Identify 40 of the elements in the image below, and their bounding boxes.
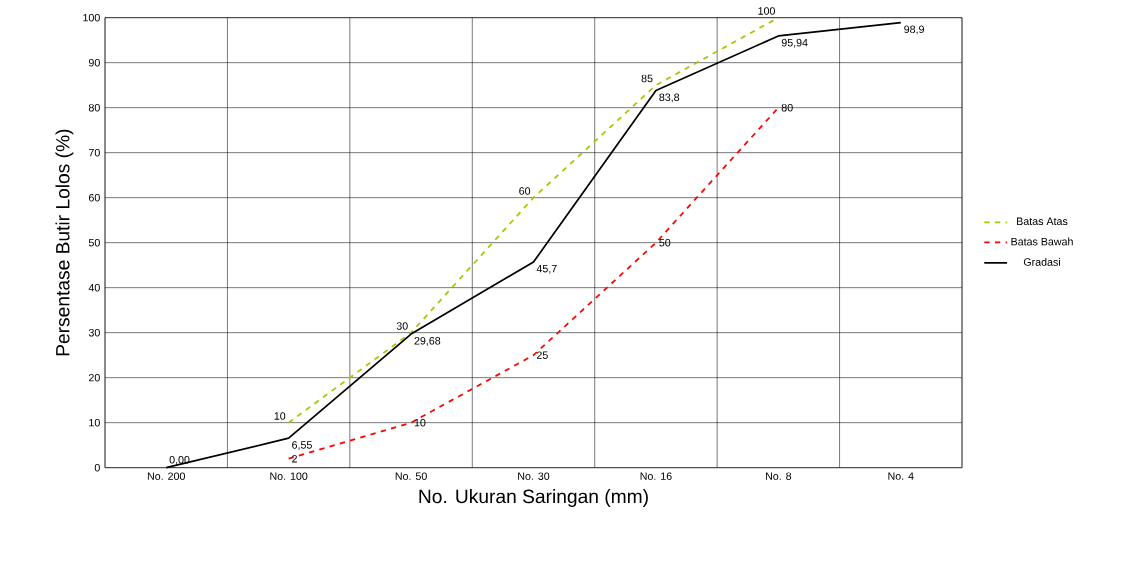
data-label: 10 [274,412,286,420]
data-label: 45,7 [536,264,557,274]
y-tick-label: 50 [88,238,100,247]
data-label: 85 [641,74,653,83]
y-tick-label: 60 [88,193,100,202]
x-tick-label: No. 16 [640,472,672,480]
x-tick-label: No. 8 [766,472,792,480]
data-label: 60 [519,187,531,195]
data-label: 95,94 [781,38,808,48]
y-tick-label: 70 [88,148,100,157]
y-tick-label: 100 [83,13,100,22]
x-axis-title: No. Ukuran Saringan (mm) [419,489,648,507]
data-label: 30 [396,322,408,330]
y-tick-label: 20 [88,373,100,382]
legend-label: Batas Bawah [1011,237,1073,246]
data-label: 29,68 [414,337,441,346]
y-tick-label: 40 [88,283,100,292]
y-tick-label: 80 [88,103,100,112]
data-label: 10 [414,418,426,427]
x-tick-label: No. 30 [518,472,550,480]
data-label: 6,55 [292,441,312,450]
x-tick-label: No. 4 [888,472,914,480]
y-axis-title: Persentase Butir Lolos (%) [55,129,74,356]
y-tick-label: 30 [88,328,100,337]
y-tick-label: 90 [88,58,100,67]
x-tick-label: No. 50 [395,472,427,480]
data-label: 2 [292,454,297,463]
legend-label: Gradasi [1023,257,1060,266]
data-label: 0,00 [169,455,190,465]
x-tick-label: No. 200 [147,472,185,480]
data-label: 25 [536,351,548,359]
y-tick-label: 10 [89,418,100,427]
data-label: 80 [781,103,793,112]
data-label: 100 [758,7,776,15]
data-label: 83,8 [659,93,680,103]
y-tick-label: 0 [94,463,100,472]
data-label: 98,9 [904,25,924,35]
x-tick-label: No. 100 [270,472,308,480]
data-label: 50 [659,238,671,247]
legend-label: Batas Atas [1017,217,1068,226]
